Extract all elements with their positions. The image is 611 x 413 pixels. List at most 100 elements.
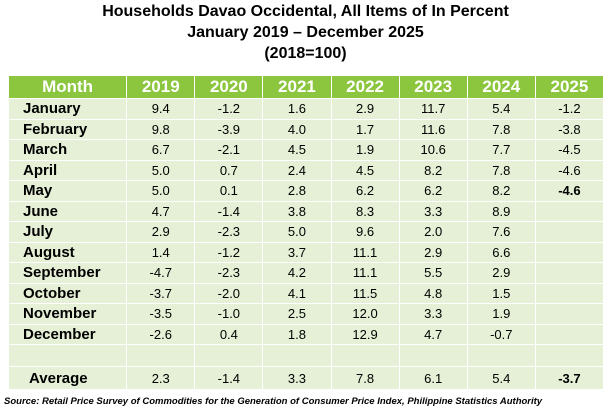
inflation-table: Month 2019 2020 2021 2022 2023 2024 2025… bbox=[7, 75, 605, 390]
table-row: December -2.6 0.4 1.8 12.9 4.7 -0.7 bbox=[7, 323, 605, 345]
value-cell: 7.7 bbox=[466, 139, 536, 161]
value-cell: 2.9 bbox=[330, 98, 400, 120]
value-cell: -2.0 bbox=[194, 282, 264, 304]
value-cell: -1.2 bbox=[194, 98, 264, 120]
header-year: 2020 bbox=[194, 75, 264, 99]
value-cell: 4.8 bbox=[398, 282, 468, 304]
table-row: June 4.7 -1.4 3.8 8.3 3.3 8.9 bbox=[7, 200, 605, 222]
value-cell: 2.4 bbox=[262, 159, 332, 181]
value-cell: 11.6 bbox=[398, 118, 468, 140]
value-cell: -4.5 bbox=[534, 139, 605, 161]
value-cell: 8.2 bbox=[398, 159, 468, 181]
value-cell: -3.9 bbox=[194, 118, 264, 140]
value-cell: 4.7 bbox=[126, 200, 196, 222]
value-cell: 3.7 bbox=[262, 241, 332, 263]
value-cell: 1.5 bbox=[466, 282, 536, 304]
value-cell: 0.1 bbox=[194, 180, 264, 202]
value-cell bbox=[534, 241, 605, 263]
value-cell: 6.6 bbox=[466, 241, 536, 263]
value-cell: 9.6 bbox=[330, 221, 400, 243]
value-cell: 0.4 bbox=[194, 323, 264, 345]
value-cell: -0.7 bbox=[466, 323, 536, 345]
value-cell: 9.4 bbox=[126, 98, 196, 120]
month-label: April bbox=[7, 159, 128, 181]
value-cell: 2.9 bbox=[126, 221, 196, 243]
value-cell: 7.8 bbox=[466, 118, 536, 140]
value-cell: 4.5 bbox=[262, 139, 332, 161]
value-cell: 5.5 bbox=[398, 262, 468, 284]
value-cell: -3.5 bbox=[126, 303, 196, 325]
value-cell: 5.0 bbox=[262, 221, 332, 243]
average-cell: -1.4 bbox=[194, 366, 264, 390]
value-cell: 6.7 bbox=[126, 139, 196, 161]
value-cell: -1.2 bbox=[534, 98, 605, 120]
value-cell: 7.6 bbox=[466, 221, 536, 243]
average-label: Average bbox=[7, 366, 128, 390]
value-cell bbox=[534, 200, 605, 222]
table-row: February 9.8 -3.9 4.0 1.7 11.6 7.8 -3.8 bbox=[7, 118, 605, 140]
value-cell bbox=[534, 262, 605, 284]
value-cell bbox=[534, 303, 605, 325]
value-cell: -3.7 bbox=[126, 282, 196, 304]
average-row: Average 2.3 -1.4 3.3 7.8 6.1 5.4 -3.7 bbox=[7, 366, 605, 390]
value-cell: 2.8 bbox=[262, 180, 332, 202]
month-label: December bbox=[7, 323, 128, 345]
value-cell: 5.0 bbox=[126, 159, 196, 181]
value-cell: 3.3 bbox=[398, 303, 468, 325]
header-year: 2023 bbox=[398, 75, 468, 99]
value-cell bbox=[534, 323, 605, 345]
value-cell bbox=[534, 282, 605, 304]
month-label: October bbox=[7, 282, 128, 304]
value-cell bbox=[534, 221, 605, 243]
table-row: November -3.5 -1.0 2.5 12.0 3.3 1.9 bbox=[7, 303, 605, 325]
table-row: August 1.4 -1.2 3.7 11.1 2.9 6.6 bbox=[7, 241, 605, 263]
value-cell: 8.9 bbox=[466, 200, 536, 222]
value-cell: 4.7 bbox=[398, 323, 468, 345]
value-cell: -4.7 bbox=[126, 262, 196, 284]
value-cell: 4.5 bbox=[330, 159, 400, 181]
value-cell: -4.6 bbox=[534, 159, 605, 181]
value-cell: -2.3 bbox=[194, 221, 264, 243]
average-cell: 7.8 bbox=[330, 366, 400, 390]
value-cell: 11.7 bbox=[398, 98, 468, 120]
header-year: 2022 bbox=[330, 75, 400, 99]
value-cell: 10.6 bbox=[398, 139, 468, 161]
spacer-row bbox=[7, 344, 605, 367]
value-cell: 2.5 bbox=[262, 303, 332, 325]
value-cell: 7.8 bbox=[466, 159, 536, 181]
month-label: February bbox=[7, 118, 128, 140]
title-line-2: January 2019 – December 2025 bbox=[187, 24, 424, 41]
header-year: 2021 bbox=[262, 75, 332, 99]
value-cell: 4.1 bbox=[262, 282, 332, 304]
value-cell: -1.4 bbox=[194, 200, 264, 222]
value-cell: -2.6 bbox=[126, 323, 196, 345]
value-cell: 5.4 bbox=[466, 98, 536, 120]
month-label: March bbox=[7, 139, 128, 161]
table-row: September -4.7 -2.3 4.2 11.1 5.5 2.9 bbox=[7, 262, 605, 284]
header-year: 2024 bbox=[466, 75, 536, 99]
value-cell: 1.4 bbox=[126, 241, 196, 263]
source-note: Source: Retail Price Survey of Commoditi… bbox=[4, 396, 543, 407]
average-cell: -3.7 bbox=[534, 366, 605, 390]
table-row: January 9.4 -1.2 1.6 2.9 11.7 5.4 -1.2 bbox=[7, 98, 605, 120]
table-row: May 5.0 0.1 2.8 6.2 6.2 8.2 -4.6 bbox=[7, 180, 605, 202]
value-cell: 2.9 bbox=[398, 241, 468, 263]
value-cell: 12.0 bbox=[330, 303, 400, 325]
table-row: April 5.0 0.7 2.4 4.5 8.2 7.8 -4.6 bbox=[7, 159, 605, 181]
value-cell: 4.2 bbox=[262, 262, 332, 284]
average-cell: 2.3 bbox=[126, 366, 196, 390]
value-cell: 0.7 bbox=[194, 159, 264, 181]
title-block: Households Davao Occidental, All Items o… bbox=[0, 0, 611, 64]
value-cell: -1.0 bbox=[194, 303, 264, 325]
value-cell: 8.2 bbox=[466, 180, 536, 202]
table-row: October -3.7 -2.0 4.1 11.5 4.8 1.5 bbox=[7, 282, 605, 304]
header-month: Month bbox=[7, 75, 128, 99]
average-cell: 6.1 bbox=[398, 366, 468, 390]
table-row: March 6.7 -2.1 4.5 1.9 10.6 7.7 -4.5 bbox=[7, 139, 605, 161]
value-cell: 3.3 bbox=[398, 200, 468, 222]
value-cell: 1.9 bbox=[466, 303, 536, 325]
value-cell: 11.5 bbox=[330, 282, 400, 304]
average-cell: 5.4 bbox=[466, 366, 536, 390]
value-cell: 12.9 bbox=[330, 323, 400, 345]
title-line-3: (2018=100) bbox=[264, 45, 347, 62]
